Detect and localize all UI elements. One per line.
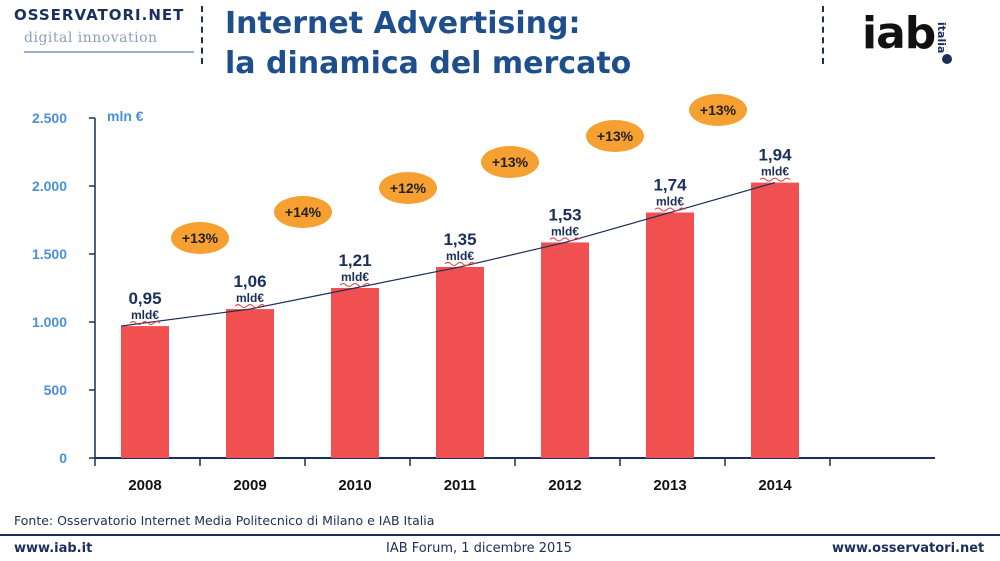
y-tick-label: 500 — [44, 382, 68, 398]
y-tick-label: 1.000 — [32, 314, 67, 330]
bar-2014 — [751, 182, 799, 458]
footer-divider — [0, 534, 1000, 536]
footer-event: IAB Forum, 1 dicembre 2015 — [386, 541, 572, 556]
x-tick-label: 2008 — [128, 477, 161, 494]
value-label: 0,95 — [128, 289, 161, 308]
x-tick-label: 2010 — [338, 477, 371, 494]
spellcheck-underline — [234, 304, 266, 309]
y-unit-label: mln € — [107, 108, 144, 124]
footer-left-link[interactable]: www.iab.it — [14, 541, 93, 556]
y-tick-label: 2.500 — [32, 110, 67, 126]
footer-right-link[interactable]: www.osservatori.net — [832, 541, 985, 556]
header-divider-left — [201, 6, 203, 64]
x-tick-label: 2011 — [444, 477, 477, 494]
x-tick-label: 2012 — [548, 477, 581, 494]
logo-underline — [24, 51, 194, 53]
growth-label: +14% — [285, 204, 322, 220]
value-unit-label: mld€ — [341, 270, 369, 284]
iab-logo-text: iab — [862, 8, 936, 59]
spellcheck-underline — [339, 283, 371, 287]
bar-2012 — [541, 242, 589, 458]
y-tick-label: 0 — [59, 450, 67, 466]
osservatori-logo: OSSERVATORI.NET digital innovation — [14, 6, 194, 56]
spellcheck-underline — [549, 237, 581, 242]
value-label: 1,06 — [233, 272, 266, 291]
x-tick-label: 2013 — [653, 477, 686, 494]
growth-bubble — [481, 146, 539, 178]
value-unit-label: mld€ — [446, 249, 474, 263]
y-tick-label: 1.500 — [32, 246, 67, 262]
osservatori-logo-text: OSSERVATORI.NET — [14, 6, 185, 24]
page-title-line1: Internet Advertising: — [225, 6, 581, 41]
value-unit-label: mld€ — [236, 291, 264, 305]
x-tick-label: 2009 — [233, 477, 266, 494]
bar-2010 — [331, 288, 379, 458]
x-tick-label: 2014 — [758, 477, 792, 494]
growth-bubble — [689, 94, 747, 126]
growth-label: +12% — [390, 180, 427, 196]
y-tick-label: 2.000 — [32, 178, 67, 194]
spellcheck-underline — [654, 207, 686, 212]
growth-bubble — [379, 172, 437, 204]
header-divider-right — [822, 6, 824, 64]
iab-logo-dot — [942, 54, 952, 64]
page-title-line2: la dinamica del mercato — [225, 46, 632, 81]
value-label: 1,53 — [548, 205, 581, 224]
growth-label: +13% — [700, 102, 737, 118]
source-note: Fonte: Osservatorio Internet Media Polit… — [14, 513, 435, 528]
spellcheck-underline — [759, 177, 791, 182]
value-unit-label: mld€ — [656, 195, 684, 209]
iab-italia-logo: iab italia — [862, 8, 972, 70]
value-label: 1,94 — [758, 146, 792, 165]
growth-bubble — [274, 196, 332, 228]
bar-2008 — [121, 326, 169, 458]
growth-label: +13% — [597, 128, 634, 144]
value-label: 1,35 — [443, 230, 476, 249]
growth-label: +13% — [492, 154, 529, 170]
growth-label: +13% — [182, 230, 219, 246]
growth-bubble — [586, 120, 644, 152]
page-title: Internet Advertising: la dinamica del me… — [225, 4, 631, 84]
bar-2013 — [646, 212, 694, 458]
spellcheck-underline — [129, 321, 161, 326]
trend-line — [120, 182, 776, 327]
value-label: 1,74 — [653, 176, 687, 195]
value-unit-label: mld€ — [551, 224, 579, 238]
growth-bubble — [171, 222, 229, 254]
value-unit-label: mld€ — [761, 165, 789, 179]
bar-2011 — [436, 266, 484, 458]
spellcheck-underline — [444, 261, 476, 266]
bar-chart: 0 500 1.000 1.500 2.000 2.500 mln € 2008 2009 201… — [32, 94, 935, 494]
value-label: 1,21 — [338, 251, 371, 270]
osservatori-logo-tagline: digital innovation — [24, 30, 158, 46]
value-unit-label: mld€ — [131, 308, 159, 322]
bar-2009 — [226, 309, 274, 458]
